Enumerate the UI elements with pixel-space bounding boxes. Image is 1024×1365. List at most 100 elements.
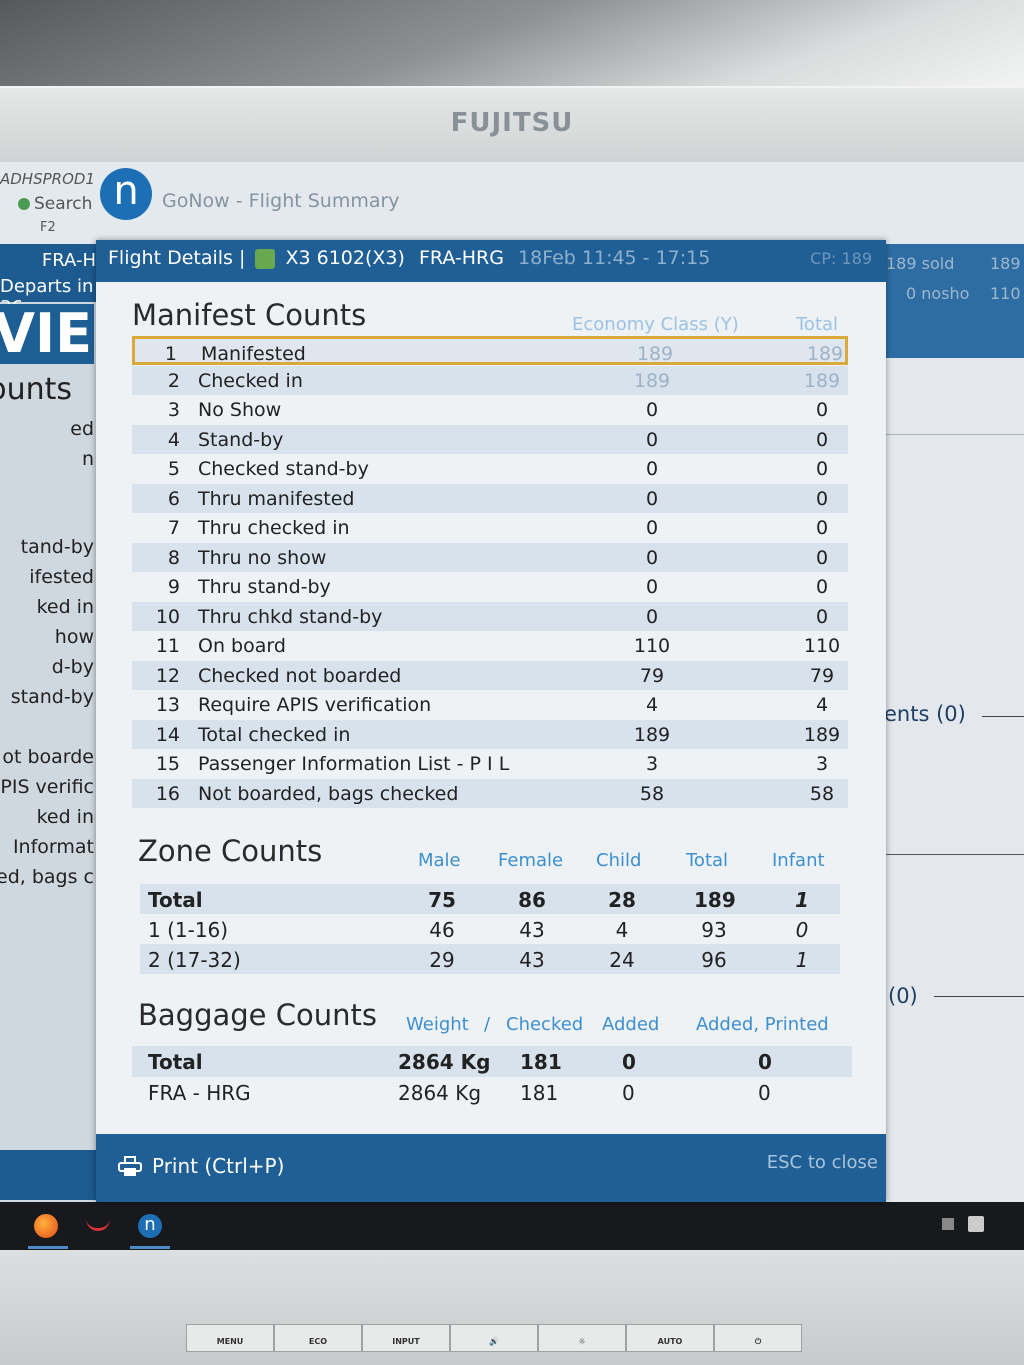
row-label: Thru stand-by <box>198 576 331 598</box>
panel-item: ked in <box>36 596 94 618</box>
zone-female-value: 86 <box>518 888 546 912</box>
row-label: Total checked in <box>198 723 351 746</box>
row-total-value: 189 <box>803 369 841 392</box>
manifest-row[interactable]: 2 Checked in 189 189 <box>132 365 848 395</box>
manifest-row[interactable]: 11 On board 110 110 <box>132 631 848 660</box>
notes-link[interactable]: (0) <box>888 984 918 1008</box>
row-economy-value: 0 <box>645 546 659 569</box>
zone-male-value: 29 <box>429 948 455 972</box>
screen: ADHSPROD1 Search F2 n GoNow - Flight Sum… <box>0 162 1024 1250</box>
row-economy-value: 4 <box>645 694 659 716</box>
row-number: 2 <box>167 369 180 392</box>
monitor-power-button[interactable]: ⏻ <box>714 1324 802 1352</box>
manifest-row[interactable]: 8 Thru no show 0 0 <box>132 542 848 572</box>
manifest-row[interactable]: 7 Thru checked in 0 0 <box>132 513 848 542</box>
manifest-row[interactable]: 1 Manifested 189 189 <box>132 336 848 365</box>
monitor-auto-button[interactable]: AUTO <box>626 1324 714 1352</box>
manifest-row[interactable]: 13 Require APIS verification 4 4 <box>132 690 848 719</box>
row-label: No Show <box>198 399 282 421</box>
zone-title: Zone Counts <box>138 834 323 868</box>
search-control[interactable]: Search <box>18 194 92 214</box>
row-label: Checked stand-by <box>198 458 369 480</box>
taskbar: n <box>0 1202 1024 1250</box>
manifest-row[interactable]: 3 No Show 0 0 <box>132 395 848 424</box>
baggage-weight: 2864 Kg <box>398 1081 482 1105</box>
row-label: Checked in <box>198 369 303 392</box>
zone-infant-value: 1 <box>795 948 809 972</box>
firefox-icon[interactable] <box>34 1214 58 1238</box>
row-number: 3 <box>167 399 180 421</box>
manifest-title: Manifest Counts <box>132 298 367 332</box>
gonow-taskbar-icon[interactable]: n <box>138 1214 162 1238</box>
divider <box>886 434 1024 435</box>
flight-datetime: 18Feb 11:45 - 17:15 <box>518 247 711 269</box>
print-label: Print (Ctrl+P) <box>152 1154 285 1178</box>
panel-section-title: ounts <box>0 372 72 407</box>
manifest-row[interactable]: 14 Total checked in 189 189 <box>132 719 848 749</box>
row-economy-value: 0 <box>645 605 659 628</box>
baggage-added: 0 <box>622 1050 636 1074</box>
manifest-row[interactable]: 5 Checked stand-by 0 0 <box>132 454 848 483</box>
manifest-row[interactable]: 16 Not boarded, bags checked 58 58 <box>132 778 848 808</box>
manifest-row[interactable]: 6 Thru manifested 0 0 <box>132 483 848 513</box>
manifest-row[interactable]: 4 Stand-by 0 0 <box>132 424 848 454</box>
app-topbar: ADHSPROD1 Search F2 n GoNow - Flight Sum… <box>0 162 1024 244</box>
manifest-row[interactable]: 10 Thru chkd stand-by 0 0 <box>132 601 848 631</box>
row-economy-value: 0 <box>645 399 659 421</box>
row-total-value: 189 <box>806 343 844 365</box>
manifest-row[interactable]: 15 Passenger Information List - P I L 3 3 <box>132 749 848 778</box>
header-label: Flight Details | <box>108 247 246 269</box>
zone-label: 2 (17-32) <box>148 948 241 972</box>
zone-col-female: Female <box>498 850 564 871</box>
airline-logo-icon <box>255 248 276 269</box>
monitor-volume-button[interactable]: 🔊 <box>450 1324 538 1352</box>
zone-col-child: Child <box>596 850 642 871</box>
row-economy-value: 110 <box>633 635 671 657</box>
baggage-col-weight: Weight <box>406 1014 469 1035</box>
zone-infant-value: 1 <box>795 888 809 912</box>
row-total-value: 0 <box>815 576 829 598</box>
row-label: Thru checked in <box>198 517 350 539</box>
manifest-row[interactable]: 12 Checked not boarded 79 79 <box>132 660 848 690</box>
monitor-menu-button[interactable]: MENU <box>186 1324 274 1352</box>
baggage-printed: 0 <box>758 1081 771 1105</box>
baggage-added: 0 <box>622 1081 635 1105</box>
baggage-printed: 0 <box>758 1050 772 1074</box>
row-economy-value: 0 <box>645 576 659 598</box>
panel-item: ed <box>70 418 94 440</box>
zone-row: 1 (1-16) 46 43 4 93 0 <box>140 914 840 944</box>
row-number: 13 <box>155 694 180 716</box>
window-title: GoNow - Flight Summary <box>162 190 400 212</box>
panel-item: PIS verific <box>0 776 94 798</box>
baggage-title: Baggage Counts <box>138 998 377 1032</box>
zone-male-value: 75 <box>428 888 456 912</box>
close-hint[interactable]: ESC to close <box>766 1152 878 1173</box>
zone-child-value: 24 <box>609 948 635 972</box>
printer-icon <box>118 1156 142 1176</box>
documents-link[interactable]: ents (0) <box>884 702 966 726</box>
zone-row: 2 (17-32) 29 43 24 96 1 <box>140 944 840 974</box>
row-label: Thru no show <box>198 546 327 569</box>
panel-route: FRA-H <box>41 250 96 271</box>
panel-item: tand-by <box>20 536 94 558</box>
monitor-input-button[interactable]: INPUT <box>362 1324 450 1352</box>
background-right-panel: 189 sold 189 0 nosho 110 ents (0) (0) <box>884 244 1024 1204</box>
row-economy-value: 79 <box>639 664 665 687</box>
print-button[interactable]: Print (Ctrl+P) <box>118 1154 284 1178</box>
zone-label: Total <box>148 888 203 912</box>
zone-infant-value: 0 <box>795 918 809 942</box>
sold-total: 189 <box>990 254 1021 273</box>
panel-item: d-by <box>51 656 94 678</box>
row-number: 16 <box>155 782 180 805</box>
row-total-value: 0 <box>815 546 829 569</box>
panel-item: ifested <box>29 566 94 588</box>
volume-icon[interactable] <box>942 1218 954 1230</box>
row-total-value: 0 <box>815 487 829 510</box>
monitor-brightness-button[interactable]: ☼ <box>538 1324 626 1352</box>
app-icon[interactable] <box>86 1214 110 1231</box>
monitor-eco-button[interactable]: ECO <box>274 1324 362 1352</box>
manifest-row[interactable]: 9 Thru stand-by 0 0 <box>132 572 848 601</box>
network-icon[interactable] <box>968 1216 984 1232</box>
row-label: Thru chkd stand-by <box>198 605 383 628</box>
row-label: On board <box>198 635 286 657</box>
